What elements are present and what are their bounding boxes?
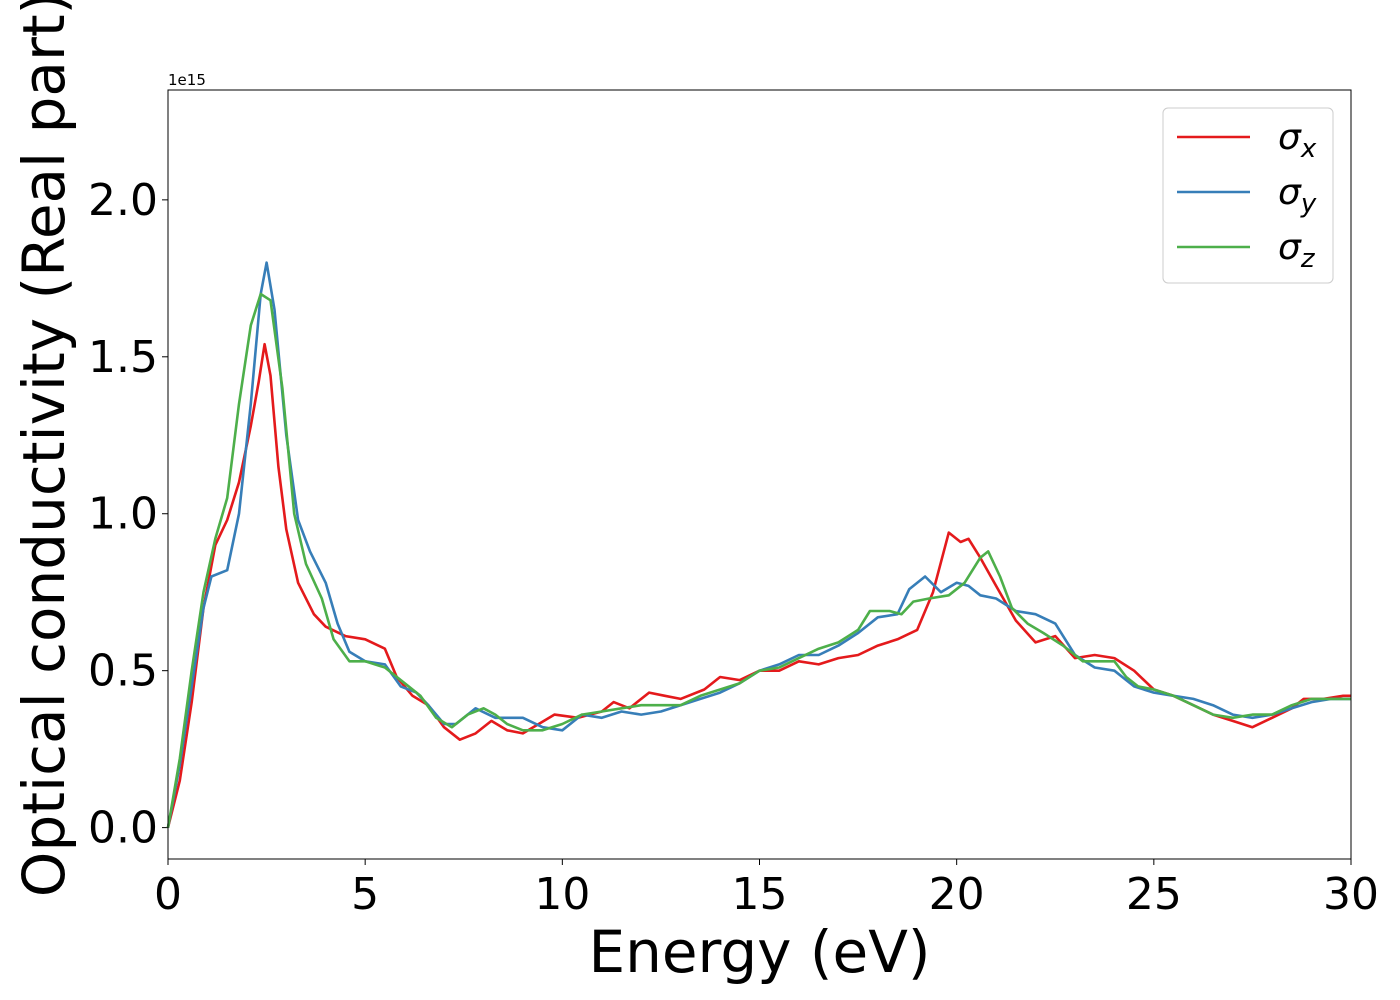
x-tick-label: 10: [534, 869, 590, 920]
x-tick-label: 0: [154, 869, 182, 920]
legend-box: [1162, 107, 1334, 284]
y-axis-label: Optical conductivity (Real part): [10, 0, 78, 897]
y-tick-label: 0.0: [88, 803, 158, 854]
legend-label-z: σz: [1278, 227, 1316, 274]
series-line-y: [166, 261, 1351, 828]
x-tick-label: 30: [1323, 869, 1379, 920]
y-offset-label: 1e15: [168, 71, 206, 89]
x-tick-label: 5: [351, 869, 379, 920]
axis-ticks: 0 5 10 15 20 25 30 0.0 0.5 1.0 1.5 2.0: [88, 175, 1379, 920]
series-line-x: [166, 342, 1351, 828]
legend-label-x: σx: [1278, 117, 1317, 164]
y-tick-label: 1.0: [88, 489, 158, 540]
x-tick-label: 25: [1126, 869, 1182, 920]
legend-label-y: σy: [1278, 172, 1317, 219]
plot-frame: [167, 89, 1352, 860]
x-tick-label: 15: [732, 869, 788, 920]
x-tick-label: 20: [929, 869, 985, 920]
y-tick-label: 0.5: [88, 646, 158, 697]
y-tick-label: 2.0: [88, 175, 158, 226]
series-line-z: [166, 292, 1351, 828]
x-axis-label: Energy (eV): [588, 918, 930, 986]
y-tick-label: 1.5: [88, 332, 158, 383]
legend: σx σy σz: [1162, 107, 1334, 284]
series-layer: [166, 261, 1351, 828]
